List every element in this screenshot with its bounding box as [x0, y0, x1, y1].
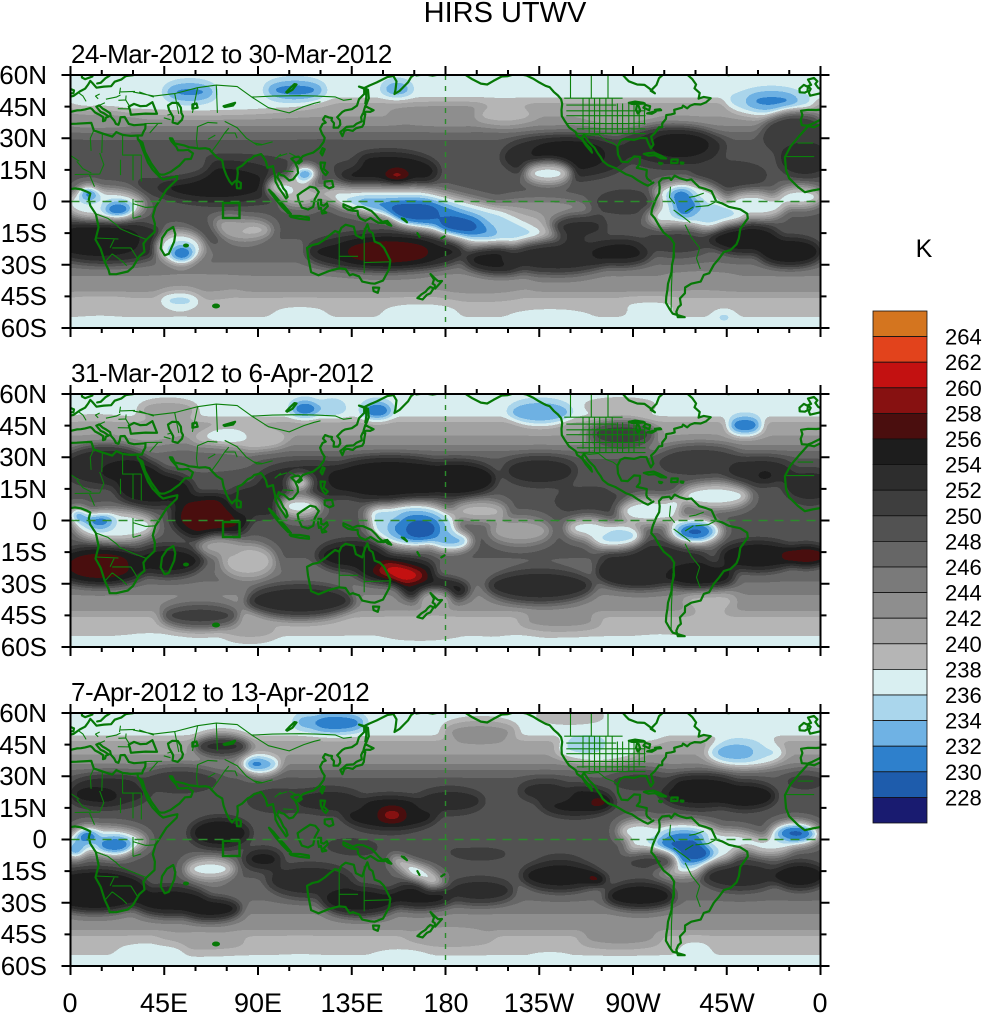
- svg-text:262: 262: [945, 350, 982, 375]
- svg-text:264: 264: [945, 325, 982, 350]
- svg-text:15S: 15S: [1, 218, 47, 248]
- svg-text:260: 260: [945, 376, 982, 401]
- svg-text:30S: 30S: [1, 888, 47, 918]
- svg-text:60N: 60N: [0, 379, 47, 409]
- svg-text:30N: 30N: [0, 123, 47, 153]
- svg-text:248: 248: [945, 529, 982, 554]
- svg-text:24-Mar-2012 to 30-Mar-2012: 24-Mar-2012 to 30-Mar-2012: [71, 39, 392, 69]
- svg-text:45E: 45E: [140, 988, 188, 1014]
- svg-text:90E: 90E: [234, 988, 282, 1014]
- svg-text:30N: 30N: [0, 442, 47, 472]
- svg-text:228: 228: [945, 785, 982, 810]
- svg-text:254: 254: [945, 453, 982, 478]
- svg-text:45N: 45N: [0, 411, 47, 441]
- svg-text:60S: 60S: [1, 951, 47, 981]
- svg-text:15S: 15S: [1, 856, 47, 886]
- svg-text:135E: 135E: [320, 988, 383, 1014]
- svg-text:232: 232: [945, 734, 982, 759]
- svg-text:45S: 45S: [1, 600, 47, 630]
- svg-text:0: 0: [33, 506, 47, 536]
- svg-text:45W: 45W: [699, 988, 755, 1014]
- svg-text:180: 180: [423, 988, 468, 1014]
- svg-text:238: 238: [945, 657, 982, 682]
- svg-text:45N: 45N: [0, 730, 47, 760]
- svg-text:45N: 45N: [0, 92, 47, 122]
- svg-text:258: 258: [945, 401, 982, 426]
- svg-text:135W: 135W: [504, 988, 575, 1014]
- svg-text:0: 0: [62, 988, 77, 1014]
- svg-text:K: K: [916, 235, 933, 263]
- svg-text:236: 236: [945, 683, 982, 708]
- svg-text:15N: 15N: [0, 474, 47, 504]
- svg-text:15N: 15N: [0, 793, 47, 823]
- svg-text:HIRS UTWV: HIRS UTWV: [424, 0, 587, 29]
- svg-text:15N: 15N: [0, 155, 47, 185]
- svg-text:0: 0: [33, 824, 47, 854]
- svg-text:240: 240: [945, 632, 982, 657]
- svg-text:234: 234: [945, 709, 982, 734]
- svg-text:60S: 60S: [1, 313, 47, 343]
- svg-text:242: 242: [945, 606, 982, 631]
- svg-text:30N: 30N: [0, 761, 47, 791]
- svg-text:230: 230: [945, 760, 982, 785]
- svg-text:7-Apr-2012 to 13-Apr-2012: 7-Apr-2012 to 13-Apr-2012: [71, 677, 369, 707]
- svg-text:60S: 60S: [1, 632, 47, 662]
- svg-text:60N: 60N: [0, 60, 47, 90]
- svg-text:30S: 30S: [1, 250, 47, 280]
- svg-text:256: 256: [945, 427, 982, 452]
- svg-text:30S: 30S: [1, 569, 47, 599]
- svg-text:31-Mar-2012 to 6-Apr-2012: 31-Mar-2012 to 6-Apr-2012: [71, 358, 374, 388]
- svg-text:250: 250: [945, 504, 982, 529]
- svg-text:0: 0: [33, 186, 47, 216]
- svg-text:246: 246: [945, 555, 982, 580]
- svg-text:45S: 45S: [1, 281, 47, 311]
- svg-text:60N: 60N: [0, 698, 47, 728]
- svg-text:15S: 15S: [1, 537, 47, 567]
- svg-text:90W: 90W: [605, 988, 661, 1014]
- svg-text:45S: 45S: [1, 919, 47, 949]
- svg-text:252: 252: [945, 478, 982, 503]
- svg-text:0: 0: [812, 988, 827, 1014]
- svg-text:244: 244: [945, 581, 982, 606]
